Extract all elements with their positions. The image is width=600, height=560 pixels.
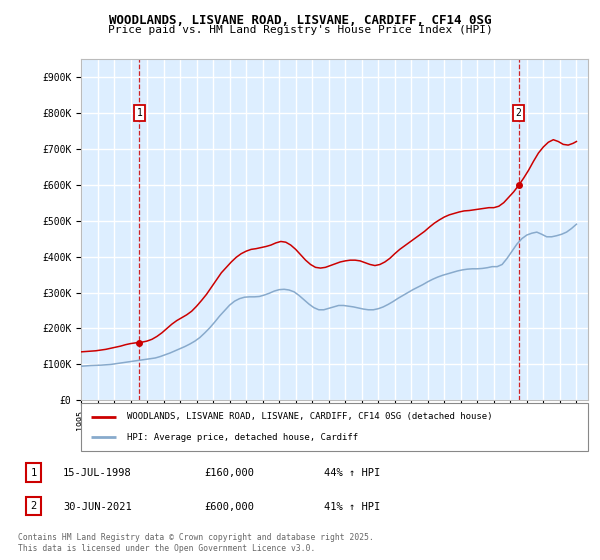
Text: WOODLANDS, LISVANE ROAD, LISVANE, CARDIFF, CF14 0SG (detached house): WOODLANDS, LISVANE ROAD, LISVANE, CARDIF…	[127, 412, 492, 421]
Text: 1: 1	[31, 468, 37, 478]
Text: £160,000: £160,000	[204, 468, 254, 478]
Text: 1: 1	[137, 108, 142, 118]
Text: 41% ↑ HPI: 41% ↑ HPI	[324, 502, 380, 512]
FancyBboxPatch shape	[81, 403, 588, 451]
Text: 44% ↑ HPI: 44% ↑ HPI	[324, 468, 380, 478]
Text: 2: 2	[31, 501, 37, 511]
Text: 15-JUL-1998: 15-JUL-1998	[63, 468, 132, 478]
Text: £600,000: £600,000	[204, 502, 254, 512]
Text: WOODLANDS, LISVANE ROAD, LISVANE, CARDIFF, CF14 0SG: WOODLANDS, LISVANE ROAD, LISVANE, CARDIF…	[109, 14, 491, 27]
Text: Contains HM Land Registry data © Crown copyright and database right 2025.
This d: Contains HM Land Registry data © Crown c…	[18, 533, 374, 553]
Text: 30-JUN-2021: 30-JUN-2021	[63, 502, 132, 512]
Text: HPI: Average price, detached house, Cardiff: HPI: Average price, detached house, Card…	[127, 433, 358, 442]
Text: Price paid vs. HM Land Registry's House Price Index (HPI): Price paid vs. HM Land Registry's House …	[107, 25, 493, 35]
Text: 2: 2	[516, 108, 521, 118]
